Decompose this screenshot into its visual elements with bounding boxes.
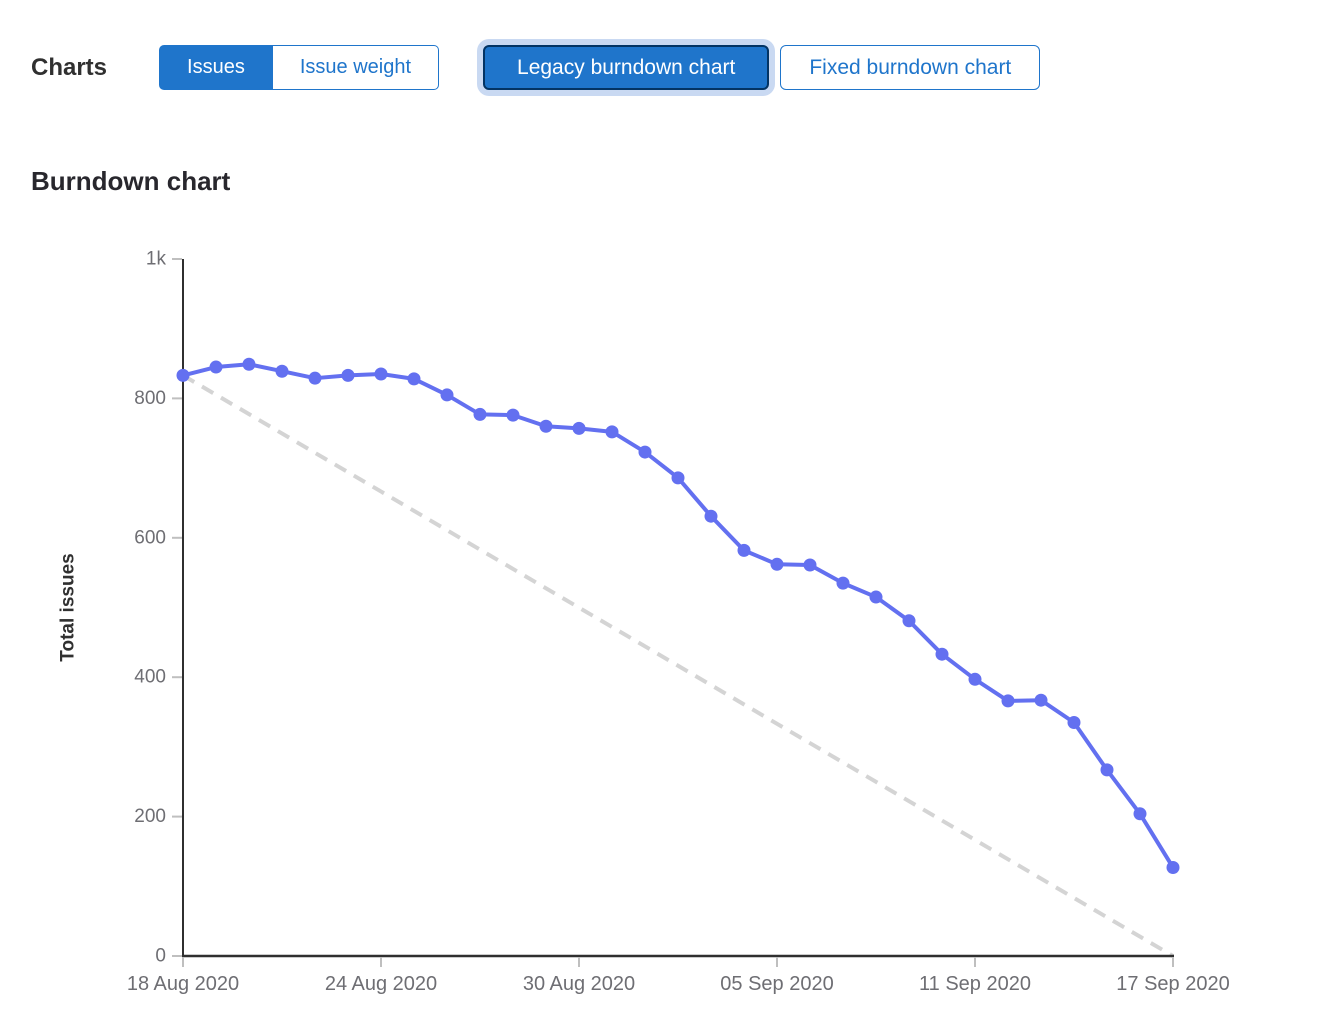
data-point[interactable] xyxy=(968,672,982,686)
data-point[interactable] xyxy=(1067,716,1081,730)
data-point[interactable] xyxy=(275,364,289,378)
data-point[interactable] xyxy=(770,557,784,571)
data-point[interactable] xyxy=(671,471,685,485)
data-point[interactable] xyxy=(473,407,487,421)
y-tick-label: 0 xyxy=(155,946,166,967)
data-point[interactable] xyxy=(176,368,190,382)
ideal-burndown-line xyxy=(181,373,1175,958)
y-tick-label: 1k xyxy=(146,249,167,270)
charts-toolbar: Charts Issues Issue weight Legacy burndo… xyxy=(31,45,1041,90)
burndown-chart-svg: 0 200 400 600 800 1k 18 Aug 2020 24 Aug 2020 30 … xyxy=(58,249,1230,996)
x-tick-label: 24 Aug 2020 xyxy=(325,973,437,995)
data-point[interactable] xyxy=(374,367,388,381)
data-point[interactable] xyxy=(539,419,553,433)
x-tick-label: 18 Aug 2020 xyxy=(127,973,239,995)
data-point[interactable] xyxy=(836,576,850,590)
issues-toggle-button[interactable]: Issues xyxy=(159,45,273,90)
data-point[interactable] xyxy=(209,360,223,374)
y-tick-label: 200 xyxy=(134,806,166,827)
data-point[interactable] xyxy=(605,425,619,439)
data-point[interactable] xyxy=(1133,807,1147,821)
issues-series-line xyxy=(181,362,1175,870)
data-point[interactable] xyxy=(1001,694,1015,708)
data-point[interactable] xyxy=(341,368,355,382)
x-tick-label: 17 Sep 2020 xyxy=(1116,973,1229,995)
fixed-burndown-chart-button[interactable]: Fixed burndown chart xyxy=(780,45,1041,90)
charts-label: Charts xyxy=(31,53,108,81)
y-tick-label: 600 xyxy=(134,527,166,548)
data-point[interactable] xyxy=(440,388,454,402)
data-point[interactable] xyxy=(704,509,718,523)
data-point[interactable] xyxy=(803,558,817,572)
data-point[interactable] xyxy=(242,357,256,371)
chart-type-toggle-group: Legacy burndown chart Fixed burndown cha… xyxy=(483,45,1041,90)
data-point[interactable] xyxy=(572,421,586,435)
data-point[interactable] xyxy=(1100,763,1114,777)
data-point[interactable] xyxy=(1166,860,1180,874)
data-point[interactable] xyxy=(1034,693,1048,707)
data-point[interactable] xyxy=(308,371,322,385)
y-tick-label: 400 xyxy=(134,667,166,688)
issue-weight-toggle-button[interactable]: Issue weight xyxy=(272,45,440,90)
metric-toggle-group: Issues Issue weight xyxy=(159,45,440,90)
data-point[interactable] xyxy=(638,445,652,459)
data-point[interactable] xyxy=(869,590,883,604)
x-tick-label: 30 Aug 2020 xyxy=(523,973,635,995)
data-point[interactable] xyxy=(935,647,949,661)
data-point[interactable] xyxy=(407,372,421,386)
section-title: Burndown chart xyxy=(31,166,231,196)
x-tick-label: 11 Sep 2020 xyxy=(919,973,1031,995)
legacy-burndown-chart-button[interactable]: Legacy burndown chart xyxy=(483,45,770,90)
data-point[interactable] xyxy=(737,543,751,557)
burndown-chart: 0 200 400 600 800 1k 18 Aug 2020 24 Aug 2020 30 … xyxy=(0,230,1326,1028)
data-point[interactable] xyxy=(902,614,916,628)
x-tick-label: 05 Sep 2020 xyxy=(720,973,833,995)
y-axis-title: Total issues xyxy=(58,553,79,661)
y-tick-label: 800 xyxy=(134,388,166,409)
data-point[interactable] xyxy=(506,408,520,422)
